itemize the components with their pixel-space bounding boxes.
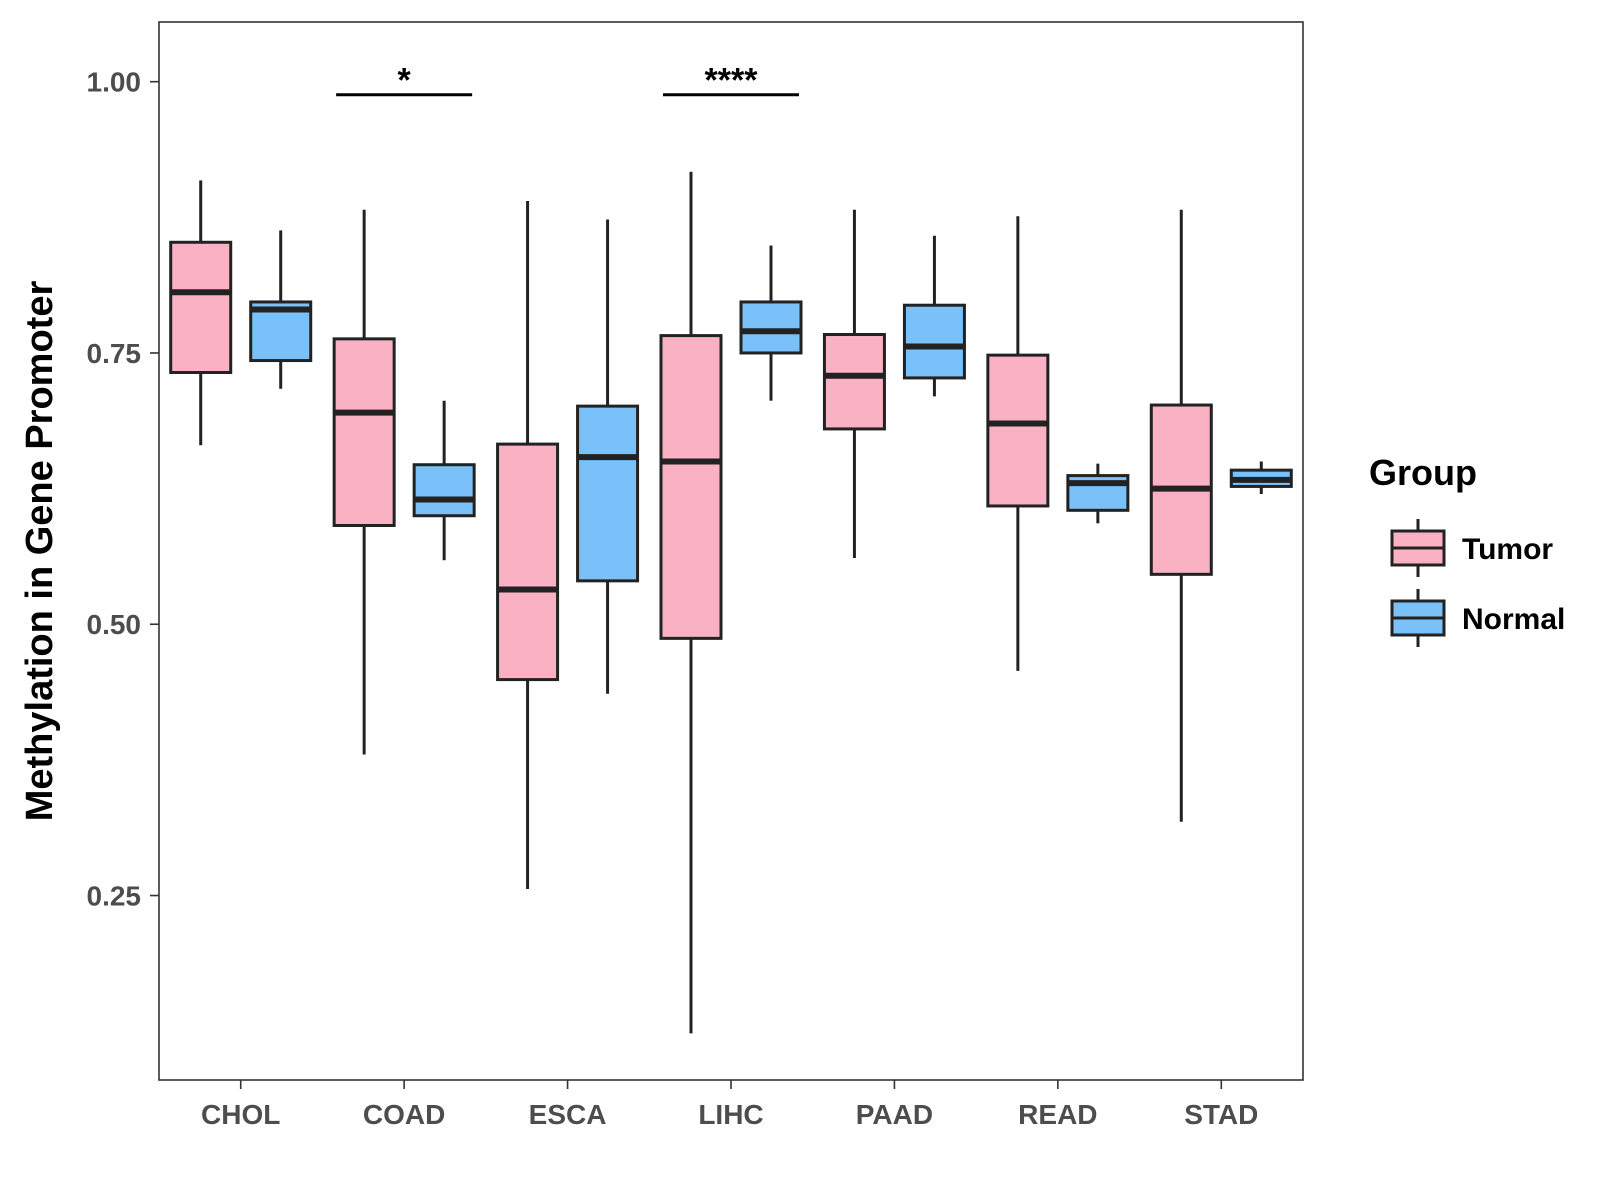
- box-iqr: [576, 404, 640, 583]
- box-iqr: [169, 240, 233, 374]
- significance-label: *: [398, 62, 412, 100]
- box-iqr: [902, 303, 966, 380]
- y-axis-title: Methylation in Gene Promoter: [19, 281, 61, 822]
- x-tick-label: ESCA: [529, 1099, 607, 1130]
- significance-label: ****: [705, 62, 759, 100]
- box-tumor-lihc: [659, 171, 723, 1034]
- x-axis: CHOL COAD ESCA LIHC PAAD READ STAD: [201, 1080, 1258, 1130]
- legend-label-normal: Normal: [1462, 603, 1565, 636]
- y-tick-label: 0.75: [87, 338, 142, 369]
- legend: Group Tumor Normal: [1369, 452, 1565, 647]
- box-normal-esca: [576, 219, 640, 694]
- box-tumor-paad: [822, 209, 886, 559]
- box-iqr: [822, 333, 886, 431]
- legend-key-normal: Normal: [1390, 589, 1565, 647]
- box-iqr: [659, 334, 723, 640]
- box-iqr: [332, 337, 396, 527]
- y-tick-label: 1.00: [87, 67, 142, 98]
- box-iqr: [739, 300, 803, 355]
- x-tick-label: PAAD: [856, 1099, 933, 1130]
- y-tick-label: 0.25: [87, 881, 142, 912]
- x-tick-label: CHOL: [201, 1099, 280, 1130]
- box-normal-paad: [902, 235, 966, 397]
- y-tick-label: 0.50: [87, 609, 142, 640]
- box-tumor-read: [986, 216, 1050, 671]
- box-tumor-chol: [169, 180, 233, 446]
- box-iqr: [496, 442, 560, 682]
- box-tumor-esca: [496, 201, 560, 890]
- x-tick-label: READ: [1018, 1099, 1097, 1130]
- box-normal-read: [1066, 463, 1130, 524]
- box-iqr: [412, 463, 476, 518]
- box-normal-stad: [1229, 461, 1293, 495]
- x-tick-label: COAD: [363, 1099, 445, 1130]
- box-normal-chol: [249, 230, 313, 389]
- legend-key-tumor: Tumor: [1390, 519, 1553, 577]
- box-series-group: [169, 171, 1293, 1034]
- box-iqr: [986, 353, 1050, 508]
- box-normal-coad: [412, 400, 476, 561]
- significance-annotations: * ****: [336, 62, 799, 100]
- box-tumor-coad: [332, 209, 396, 755]
- box-normal-lihc: [739, 245, 803, 401]
- y-axis: 0.25 0.50 0.75 1.00: [87, 67, 159, 912]
- x-tick-label: LIHC: [698, 1099, 763, 1130]
- box-tumor-stad: [1149, 209, 1213, 822]
- legend-label-tumor: Tumor: [1462, 533, 1553, 566]
- x-tick-label: STAD: [1184, 1099, 1258, 1130]
- legend-title: Group: [1369, 452, 1477, 493]
